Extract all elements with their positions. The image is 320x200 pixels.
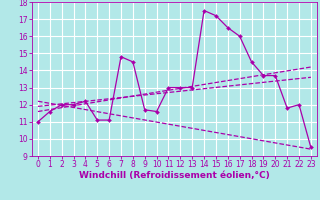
X-axis label: Windchill (Refroidissement éolien,°C): Windchill (Refroidissement éolien,°C) bbox=[79, 171, 270, 180]
